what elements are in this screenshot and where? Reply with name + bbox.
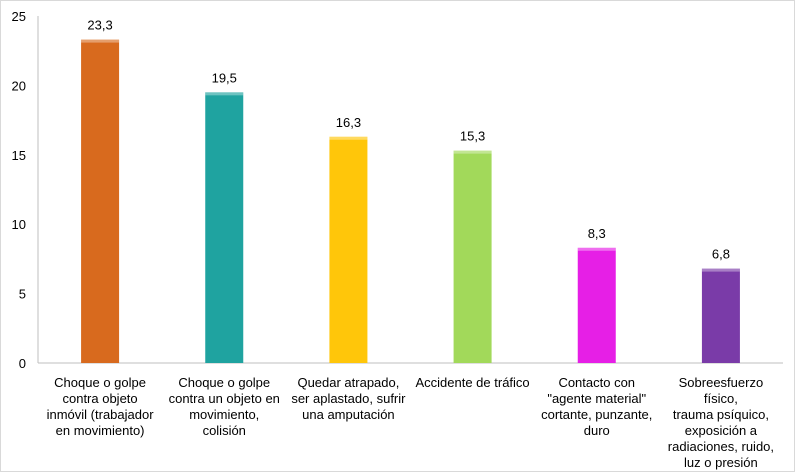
y-tick-label: 25 bbox=[12, 9, 26, 24]
category-label: Sobreesfuerzo físico, trauma psíquico, e… bbox=[667, 375, 775, 470]
category-label: Choque o golpe contra objeto inmóvil (tr… bbox=[46, 375, 154, 438]
bar-top-highlight bbox=[81, 39, 120, 43]
category-label: Accidente de tráfico bbox=[415, 375, 530, 390]
y-tick-label: 15 bbox=[12, 148, 26, 163]
category-label: Contacto con "agente material" cortante,… bbox=[541, 375, 653, 438]
data-label: 8,3 bbox=[588, 226, 606, 241]
data-label: 23,3 bbox=[87, 18, 112, 33]
bar bbox=[329, 136, 368, 363]
category-label: Quedar atrapado, ser aplastado, sufrir u… bbox=[291, 375, 406, 422]
bar bbox=[453, 150, 492, 363]
y-tick-label: 10 bbox=[12, 217, 26, 232]
bar bbox=[205, 92, 244, 363]
bar bbox=[701, 268, 740, 363]
bar-top-highlight bbox=[329, 136, 368, 140]
bar-top-highlight bbox=[701, 268, 740, 272]
data-label: 15,3 bbox=[460, 129, 485, 144]
data-label: 16,3 bbox=[336, 115, 361, 130]
bar-top-highlight bbox=[205, 92, 244, 96]
y-tick-label: 20 bbox=[12, 78, 26, 93]
y-tick-label: 0 bbox=[19, 356, 26, 371]
bar bbox=[577, 247, 616, 363]
data-label: 19,5 bbox=[212, 70, 237, 85]
y-axis-ticks: 0 5 10 15 20 25 bbox=[12, 9, 26, 371]
category-label: Choque o golpe contra un objeto en movim… bbox=[168, 375, 280, 438]
bars-group bbox=[81, 39, 740, 363]
bar-top-highlight bbox=[453, 150, 492, 154]
y-tick-label: 5 bbox=[19, 287, 26, 302]
bar bbox=[81, 39, 120, 363]
bar-top-highlight bbox=[577, 247, 616, 251]
data-label: 6,8 bbox=[712, 247, 730, 262]
data-labels-group: 23,3 19,5 16,3 15,3 8,3 6,8 bbox=[87, 18, 730, 262]
